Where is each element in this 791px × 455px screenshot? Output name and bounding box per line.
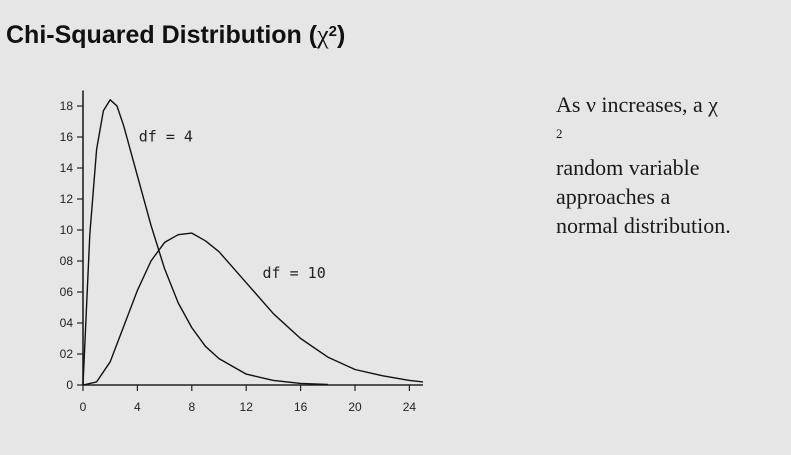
y-tick-label: 02 bbox=[60, 347, 74, 361]
series-label-df4: df = 4 bbox=[139, 128, 193, 146]
title-chi-symbol: χ bbox=[317, 20, 329, 49]
y-tick-label: 16 bbox=[60, 130, 74, 144]
page-title: Chi-Squared Distribution (χ2) bbox=[6, 20, 345, 50]
x-tick-label: 24 bbox=[403, 400, 417, 414]
x-tick-label: 4 bbox=[134, 400, 141, 414]
series-curve-df4 bbox=[82, 99, 328, 386]
caption-line-1: As ν increases, a χ 2 bbox=[556, 90, 786, 153]
caption-line-3: approaches a bbox=[556, 184, 671, 210]
series-label-df10: df = 10 bbox=[263, 264, 326, 282]
title-prefix: Chi-Squared Distribution ( bbox=[6, 21, 318, 49]
y-tick-label: 0 bbox=[66, 378, 73, 392]
caption-line-1-text: As ν increases, a χ bbox=[556, 92, 719, 117]
x-tick-label: 12 bbox=[240, 400, 254, 414]
y-tick-label: 04 bbox=[60, 316, 74, 330]
x-tick-label: 8 bbox=[188, 400, 195, 414]
y-tick-label: 12 bbox=[60, 192, 74, 206]
caption-text: As ν increases, a χ 2 random variable app… bbox=[556, 90, 786, 240]
title-suffix: ) bbox=[337, 21, 346, 49]
series-curve-df10 bbox=[82, 232, 424, 386]
caption-line-4: normal distribution. bbox=[556, 213, 731, 239]
x-tick-label: 16 bbox=[294, 400, 308, 414]
y-tick-label: 06 bbox=[60, 285, 74, 299]
y-tick-label: 08 bbox=[60, 254, 74, 268]
x-tick-label: 20 bbox=[348, 400, 362, 414]
title-superscript: 2 bbox=[328, 22, 337, 40]
caption-superscript: 2 bbox=[556, 126, 563, 141]
y-tick-label: 10 bbox=[60, 223, 74, 237]
x-tick-label: 0 bbox=[80, 400, 87, 414]
caption-line-2: random variable bbox=[556, 155, 700, 181]
y-tick-label: 14 bbox=[60, 161, 74, 175]
y-tick-label: 18 bbox=[60, 99, 74, 113]
